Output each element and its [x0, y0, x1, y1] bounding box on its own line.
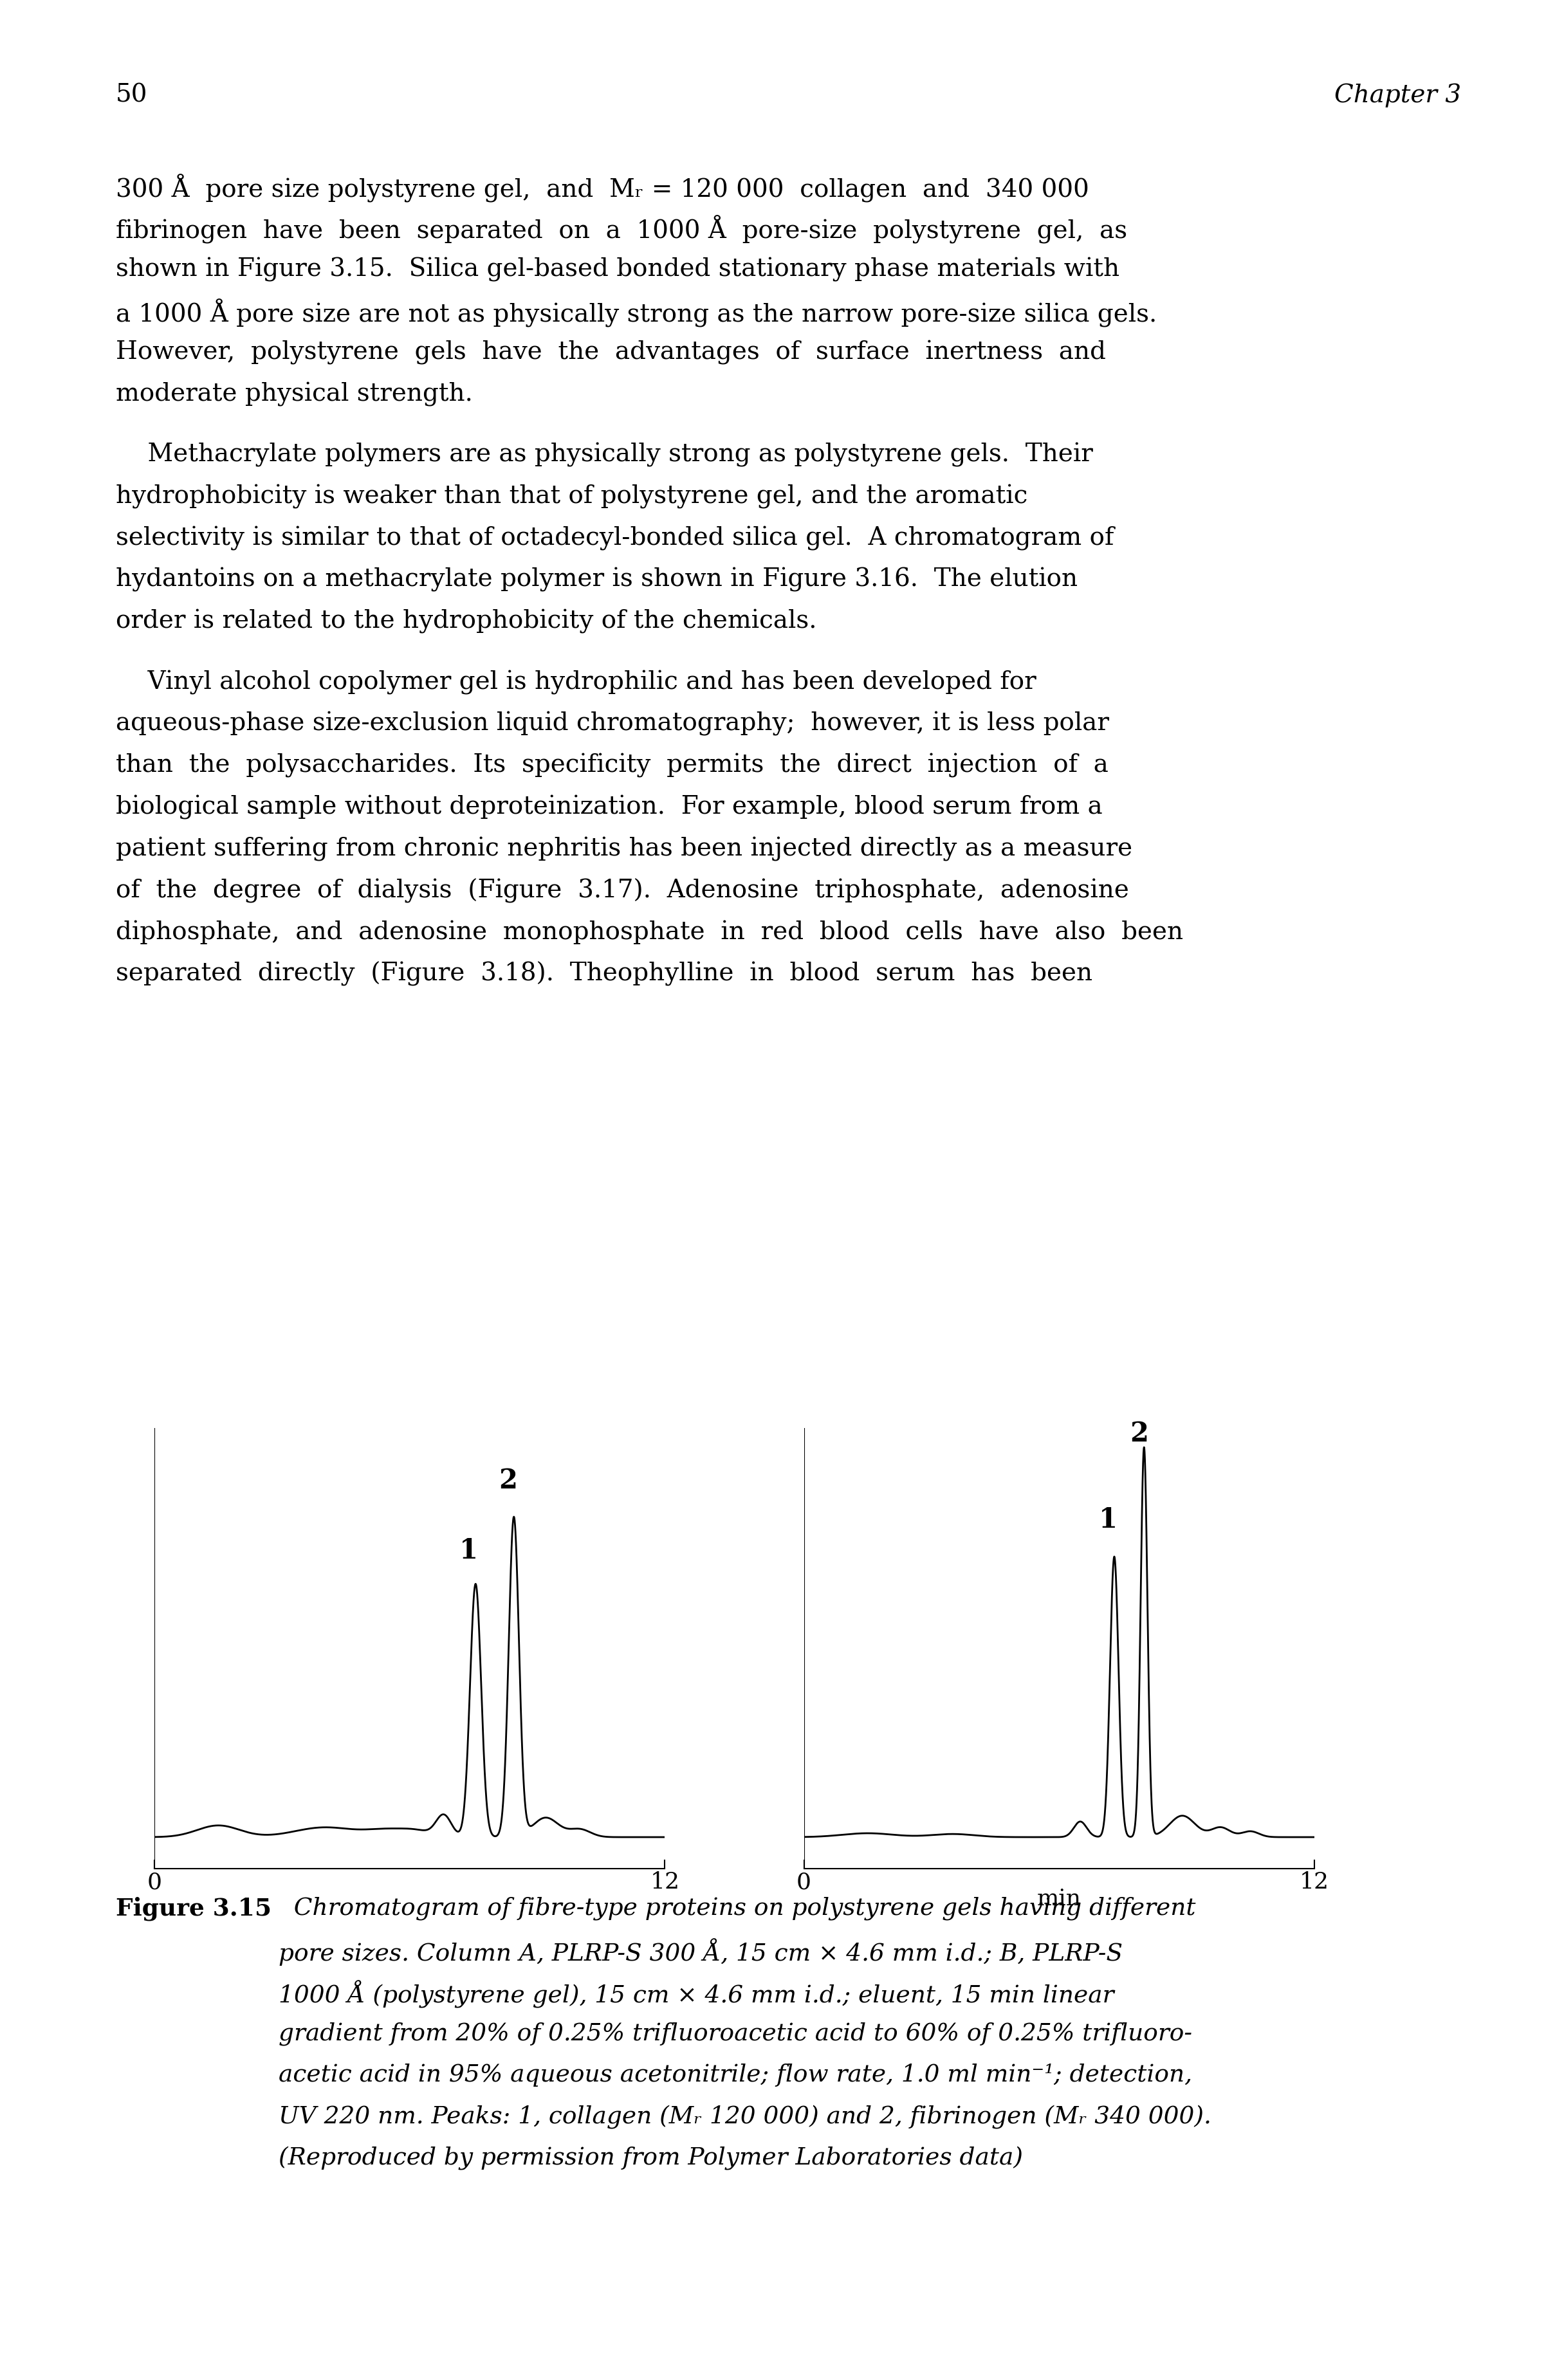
Text: a 1000 Å pore size are not as physically strong as the narrow pore-size silica g: a 1000 Å pore size are not as physically…	[116, 298, 1156, 328]
Text: moderate physical strength.: moderate physical strength.	[116, 381, 473, 407]
Text: aqueous-phase size-exclusion liquid chromatography;  however, it is less polar: aqueous-phase size-exclusion liquid chro…	[116, 712, 1110, 735]
Text: hydrophobicity is weaker than that of polystyrene gel, and the aromatic: hydrophobicity is weaker than that of po…	[116, 483, 1028, 509]
Text: 2: 2	[499, 1466, 518, 1495]
Text: biological sample without deproteinization.  For example, blood serum from a: biological sample without deproteinizati…	[116, 795, 1102, 819]
Text: separated  directly  (Figure  3.18).  Theophylline  in  blood  serum  has  been: separated directly (Figure 3.18). Theoph…	[116, 962, 1093, 985]
Text: pore sizes. Column A, PLRP-S 300 Å, 15 cm × 4.6 mm i.d.; B, PLRP-S: pore sizes. Column A, PLRP-S 300 Å, 15 c…	[278, 1937, 1122, 1966]
Text: Methacrylate polymers are as physically strong as polystyrene gels.  Their: Methacrylate polymers are as physically …	[116, 443, 1093, 466]
Text: Chromatogram of fibre-type proteins on polystyrene gels having different: Chromatogram of fibre-type proteins on p…	[278, 1897, 1195, 1921]
Text: gradient from 20% of 0.25% trifluoroacetic acid to 60% of 0.25% trifluoro-: gradient from 20% of 0.25% trifluoroacet…	[278, 2023, 1192, 2044]
Text: patient suffering from chronic nephritis has been injected directly as a measure: patient suffering from chronic nephritis…	[116, 835, 1133, 862]
Text: 300 Å  pore size polystyrene gel,  and  Mᵣ = 120 000  collagen  and  340 000: 300 Å pore size polystyrene gel, and Mᵣ …	[116, 174, 1090, 202]
Text: of  the  degree  of  dialysis  (Figure  3.17).  Adenosine  triphosphate,  adenos: of the degree of dialysis (Figure 3.17).…	[116, 878, 1129, 902]
Text: Figure 3.15: Figure 3.15	[116, 1897, 272, 1921]
Text: diphosphate,  and  adenosine  monophosphate  in  red  blood  cells  have  also  : diphosphate, and adenosine monophosphate…	[116, 919, 1183, 945]
Text: (Reproduced by permission from Polymer Laboratories data): (Reproduced by permission from Polymer L…	[278, 2147, 1022, 2171]
Text: than  the  polysaccharides.  Its  specificity  permits  the  direct  injection  : than the polysaccharides. Its specificit…	[116, 752, 1108, 778]
Text: order is related to the hydrophobicity of the chemicals.: order is related to the hydrophobicity o…	[116, 609, 816, 633]
Text: However,  polystyrene  gels  have  the  advantages  of  surface  inertness  and: However, polystyrene gels have the advan…	[116, 340, 1105, 364]
Text: acetic acid in 95% aqueous acetonitrile; flow rate, 1.0 ml min⁻¹; detection,: acetic acid in 95% aqueous acetonitrile;…	[278, 2063, 1192, 2087]
Text: 2: 2	[1130, 1421, 1149, 1447]
Text: fibrinogen  have  been  separated  on  a  1000 Å  pore-size  polystyrene  gel,  : fibrinogen have been separated on a 1000…	[116, 214, 1127, 245]
Text: hydantoins on a methacrylate polymer is shown in Figure 3.16.  The elution: hydantoins on a methacrylate polymer is …	[116, 566, 1078, 593]
Text: 1000 Å (polystyrene gel), 15 cm × 4.6 mm i.d.; eluent, 15 min linear: 1000 Å (polystyrene gel), 15 cm × 4.6 mm…	[278, 1980, 1113, 2009]
Text: 1: 1	[459, 1537, 478, 1564]
Text: UV 220 nm. Peaks: 1, collagen (Mᵣ 120 000) and 2, fibrinogen (Mᵣ 340 000).: UV 220 nm. Peaks: 1, collagen (Mᵣ 120 00…	[278, 2106, 1211, 2130]
Text: Vinyl alcohol copolymer gel is hydrophilic and has been developed for: Vinyl alcohol copolymer gel is hydrophil…	[116, 669, 1036, 695]
Text: shown in Figure 3.15.  Silica gel-based bonded stationary phase materials with: shown in Figure 3.15. Silica gel-based b…	[116, 257, 1119, 281]
Text: selectivity is similar to that of octadecyl-bonded silica gel.  A chromatogram o: selectivity is similar to that of octade…	[116, 526, 1115, 550]
Text: Chapter 3: Chapter 3	[1334, 83, 1461, 107]
Text: 50: 50	[116, 83, 148, 107]
Text: min: min	[1037, 1887, 1081, 1909]
Text: 1: 1	[1099, 1507, 1118, 1533]
